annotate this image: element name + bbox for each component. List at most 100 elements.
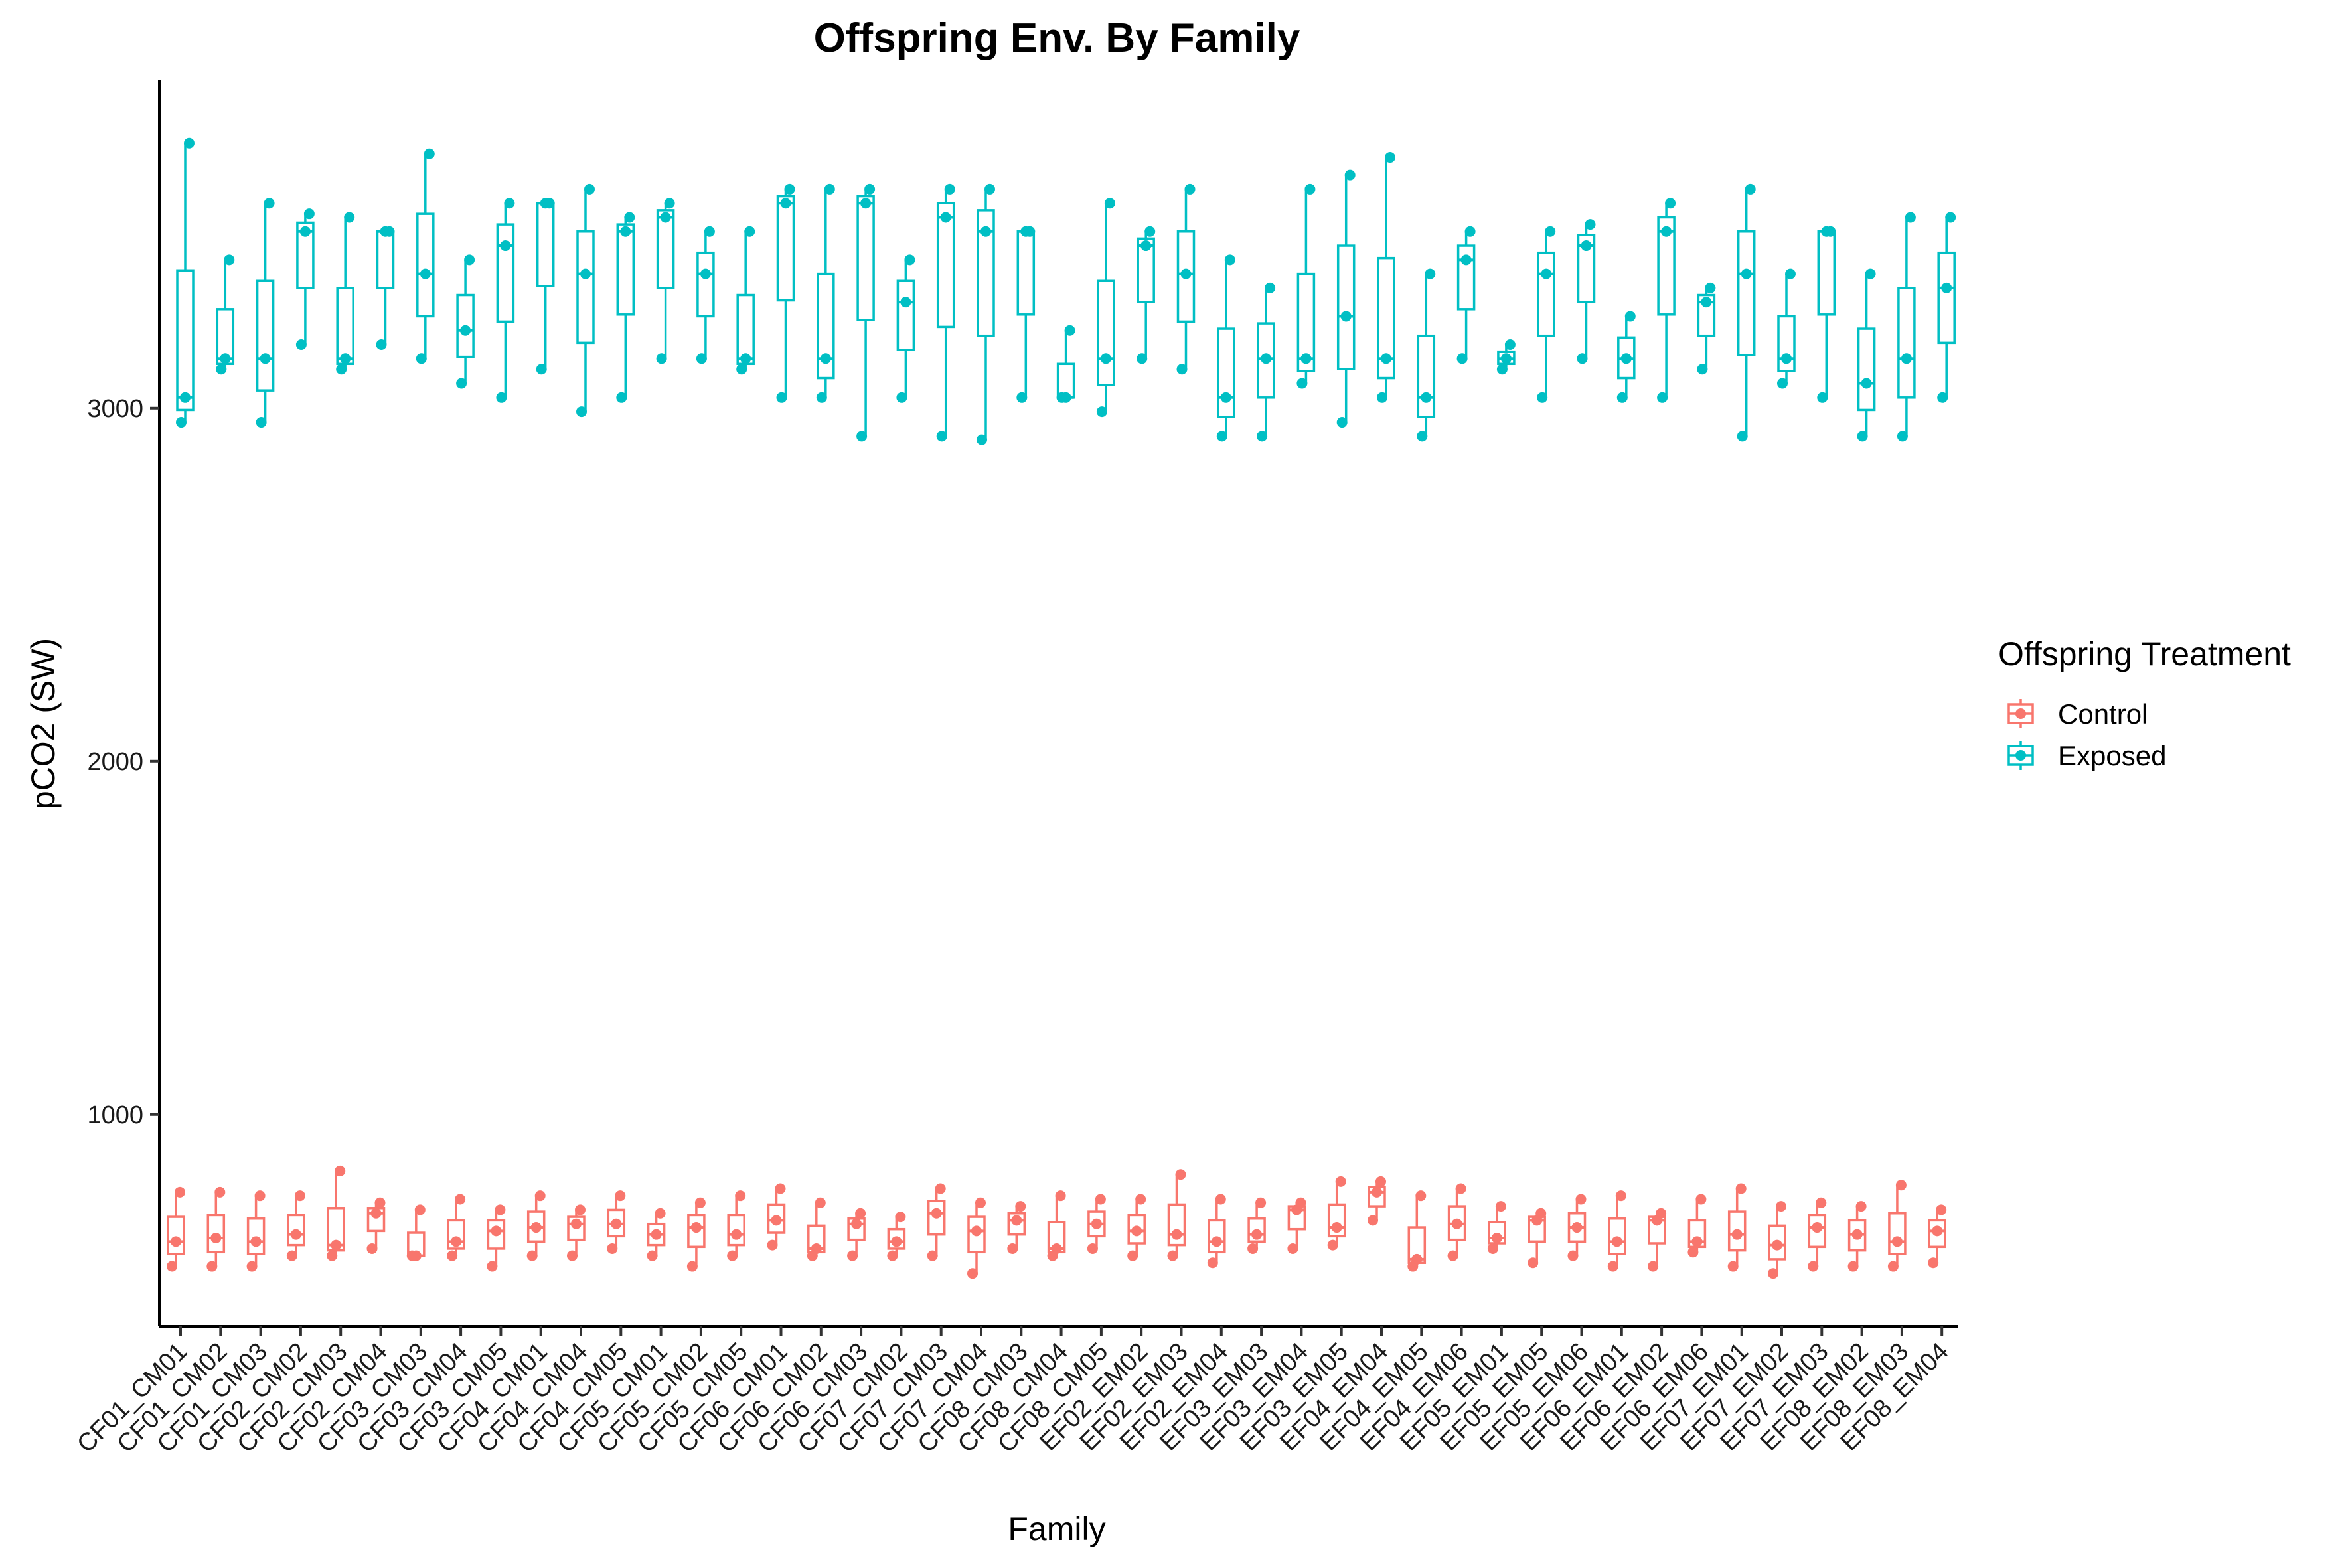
data-point [780,198,791,209]
box-exposed-CF01_CM02 [216,254,235,375]
data-point [1487,1243,1498,1254]
data-point [735,1190,746,1202]
data-point [374,1197,386,1208]
data-point [690,1222,702,1233]
data-point [1945,212,1956,223]
box-control-CF06_CM03 [847,1208,866,1261]
data-point [1331,1222,1342,1233]
data-point [500,240,511,252]
data-point [1656,1208,1667,1219]
data-point [980,226,991,237]
data-point [1495,1201,1506,1212]
box-control-EF08_EM03 [1887,1180,1907,1272]
legend-title: Offspring Treatment [1998,635,2291,672]
box-iqr [1016,230,1036,316]
data-point [896,392,907,403]
data-point [864,183,876,195]
box-iqr [817,272,835,380]
legend-key-point [2015,750,2026,761]
box-control-CF04_CM01 [526,1190,546,1261]
data-point [290,1229,301,1240]
box-iqr [496,223,515,323]
data-point [254,1190,266,1202]
data-point [1491,1232,1502,1243]
data-point [495,1204,506,1215]
box-iqr [576,230,595,345]
data-point [496,392,507,403]
data-point [1745,183,1756,195]
data-point [1817,392,1828,403]
data-point [1344,169,1356,181]
box-exposed-EF04_EM05 [1417,268,1436,442]
box-control-CF06_CM01 [767,1183,786,1251]
data-point [824,183,835,195]
box-iqr [1817,230,1836,316]
data-point [904,254,915,266]
data-point [1336,417,1348,428]
box-exposed-EF08_EM02 [1857,268,1876,442]
data-point [1731,1229,1743,1240]
data-point [1064,325,1075,336]
data-point [1687,1247,1699,1258]
data-point [900,297,911,308]
box-iqr [1097,279,1115,386]
data-point [1415,1190,1427,1202]
data-point [1455,1183,1466,1194]
box-control-EF02_EM03 [1167,1169,1186,1261]
data-point [295,339,307,351]
data-point [855,1208,866,1219]
data-point [1657,392,1668,403]
data-point [1776,1201,1786,1212]
data-point [1100,353,1111,364]
data-point [264,198,275,209]
data-point [1340,311,1352,322]
box-exposed-EF05_EM01 [1496,339,1516,375]
data-point [1261,353,1272,364]
box-exposed-CF07_CM04 [977,183,995,445]
data-point [460,325,471,336]
box-iqr [536,202,555,287]
data-point [847,1250,858,1261]
box-control-CF08_CM04 [1047,1190,1066,1261]
data-point [1215,1194,1226,1205]
box-exposed-EF02_EM02 [1137,226,1156,364]
data-point [1207,1257,1218,1269]
data-point [1257,431,1268,442]
box-iqr [616,223,635,316]
y-axis: 1000 2000 3000 [87,80,161,1326]
box-exposed-EF07_EM02 [1777,268,1796,389]
data-point [651,1229,662,1240]
data-point [1737,431,1748,442]
data-point [1825,226,1836,237]
box-iqr [1777,315,1796,372]
box-exposed-CF03_CM05 [496,198,515,403]
data-point [776,392,787,403]
data-point [1184,183,1196,195]
box-control-CF03_CM03 [406,1204,426,1261]
data-point [1585,219,1596,230]
box-exposed-EF08_EM03 [1897,212,1916,442]
data-point [246,1261,258,1272]
series-exposed [176,137,1956,445]
box-iqr [776,195,795,302]
data-point [1296,378,1308,389]
box-iqr [296,221,315,289]
data-point [1456,353,1468,364]
data-point [891,1236,902,1247]
data-point [740,353,751,364]
data-point [1024,226,1036,237]
data-point [815,1197,826,1208]
data-point [811,1243,822,1254]
box-exposed-EF05_EM06 [1577,219,1596,364]
y-tick-label: 2000 [87,748,143,776]
data-point [1847,1261,1859,1272]
data-point [1575,1194,1587,1205]
data-point [927,1250,938,1261]
data-point [1772,1239,1782,1251]
data-point [1104,198,1115,209]
box-control-EF08_EM02 [1847,1201,1867,1272]
data-point [1015,1201,1026,1212]
data-point [736,364,747,375]
data-point [656,353,667,364]
data-point [1865,268,1876,279]
